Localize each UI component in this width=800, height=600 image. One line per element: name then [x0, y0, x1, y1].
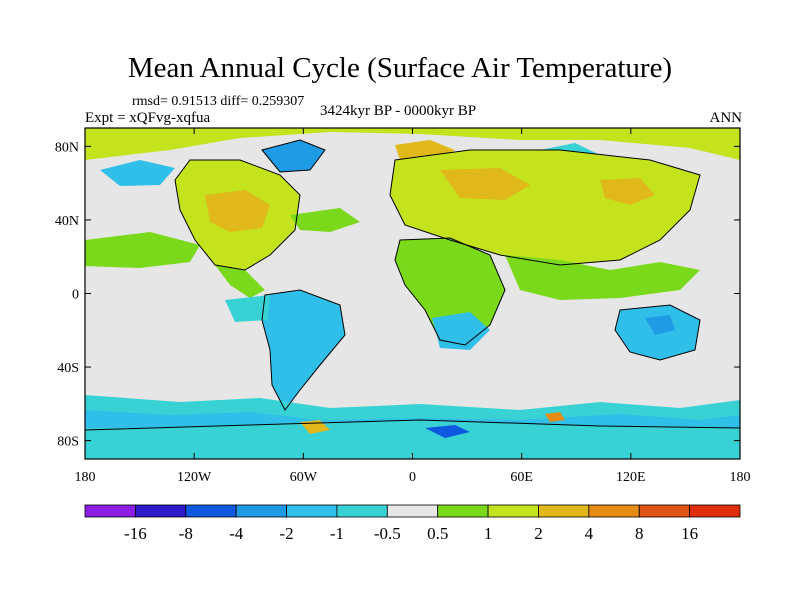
antarctica-anomaly [85, 420, 740, 459]
australia-deep-cold [645, 315, 675, 335]
season-label: ANN [709, 110, 743, 126]
colorbar-label: -8 [179, 524, 193, 543]
colorbar-label: -1 [330, 524, 344, 543]
greenland-cold-patch [262, 140, 325, 172]
period-label: 3424kyr BP - 0000kyr BP [320, 103, 477, 119]
coastline-south-america [261, 289, 346, 411]
south-asia-anomaly [505, 255, 700, 300]
coastline-australia [614, 304, 701, 361]
north-america-warm-core [205, 190, 270, 232]
north-atlantic-band [290, 208, 360, 232]
x-tick-label: 0 [409, 470, 416, 485]
colorbar-label: 0.5 [427, 524, 448, 543]
y-tick-label: 0 [72, 288, 79, 303]
colorbar-label: -16 [124, 524, 147, 543]
south-atlantic-cold-band [225, 295, 270, 322]
north-pacific-band [85, 232, 200, 268]
colorbar-box [487, 504, 539, 518]
colorbar-box [185, 504, 237, 518]
x-tick-label: 60W [290, 470, 318, 485]
coastline-antarctica [85, 419, 740, 431]
central-america-anomaly [215, 265, 265, 298]
map-title: Mean Annual Cycle (Surface Air Temperatu… [127, 52, 673, 84]
colorbar-box [437, 504, 489, 518]
arctic-warm-band [85, 128, 740, 160]
coastline-greenland [261, 139, 326, 173]
colorbar-label: -0.5 [374, 524, 401, 543]
colorbar-box [336, 504, 388, 518]
colorbar-box [638, 504, 691, 518]
map-field [85, 128, 740, 459]
coastline-north-america [174, 159, 301, 271]
colorbar-label: 1 [484, 524, 493, 543]
colorbar-box [386, 504, 439, 518]
colorbar-box [538, 504, 590, 518]
rmsd-diff-stats: rmsd= 0.91513 diff= 0.259307 [132, 94, 305, 109]
southern-ocean-cold-core [85, 410, 740, 428]
x-tick-label: 180 [75, 470, 96, 485]
colorbar-box [286, 504, 338, 518]
eurasia-warm-core [440, 168, 530, 200]
colorbar-label: 8 [635, 524, 644, 543]
south-america-anomaly [262, 290, 345, 410]
coastline-africa [394, 237, 506, 346]
south-africa-cold-patch [432, 312, 490, 350]
colorbar-label: 4 [585, 524, 594, 543]
x-tick-label: 180 [730, 470, 751, 485]
east-asia-warm-patch [600, 178, 655, 205]
colorbar-box [84, 504, 136, 518]
arctic-cold-patch [100, 160, 175, 186]
antarctica-deep-cold [425, 425, 470, 438]
colorbar: -16 -8 -4 -2 -1 -0.5 0.5 1 2 4 8 16 [84, 504, 741, 543]
colorbar-label: 16 [681, 524, 698, 543]
y-tick-label: 80N [55, 140, 79, 155]
y-tick-label: 40N [55, 214, 79, 229]
x-tick-label: 120E [616, 470, 646, 485]
colorbar-label: -2 [279, 524, 293, 543]
colorbar-box [134, 504, 187, 518]
y-tick-label: 80S [57, 435, 79, 450]
colorbar-box [588, 504, 640, 518]
colorbar-label: -4 [229, 524, 244, 543]
colorbar-box [689, 504, 741, 518]
colorbar-box [235, 504, 287, 518]
coastlines [85, 139, 740, 431]
coastline-eurasia [389, 149, 701, 266]
x-tick-label: 60E [510, 470, 533, 485]
experiment-label: Expt = xQFvg-xqfua [85, 110, 211, 126]
colorbar-label: 2 [534, 524, 543, 543]
africa-anomaly [395, 238, 505, 345]
axis-ticks: 180 120W 60W 0 60E 120E 180 80N 40N 0 40S 80S [55, 128, 751, 485]
antarctica-warm-spot-east [545, 412, 565, 422]
x-tick-label: 120W [177, 470, 212, 485]
y-tick-label: 40S [57, 361, 79, 376]
